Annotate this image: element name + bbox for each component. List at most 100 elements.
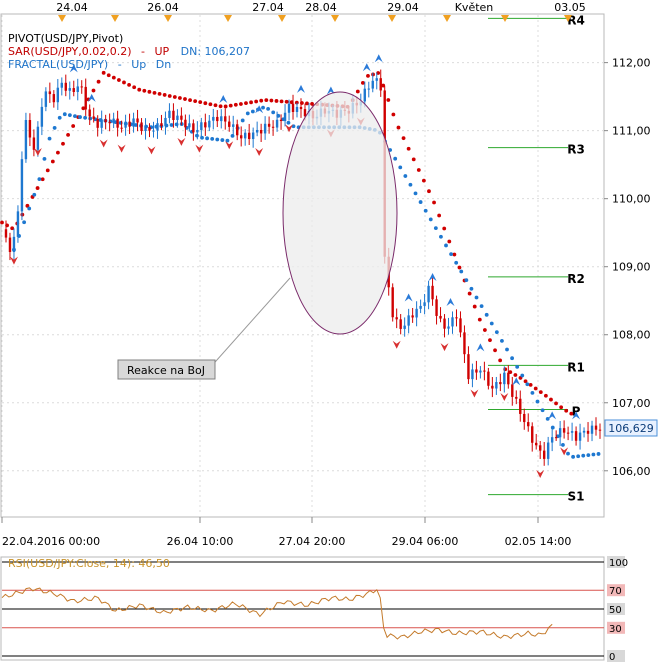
candle-body (168, 110, 171, 118)
candle-body (44, 91, 48, 107)
sar-dot-lower (230, 133, 235, 138)
candle-body (475, 369, 478, 373)
sar-dot-upper (437, 213, 442, 218)
candle-body (267, 123, 271, 127)
candle-body (216, 116, 219, 122)
sar-dot-upper (71, 124, 76, 128)
sar-dot-lower (169, 123, 174, 127)
candle-body (224, 116, 227, 122)
session-marker (224, 15, 232, 22)
candle-body (363, 88, 366, 102)
candle-body (467, 354, 470, 380)
candle-body (367, 88, 370, 90)
current-price-tag: 106,629 (604, 419, 658, 437)
sar-dot-lower (550, 425, 555, 430)
sar-dot-lower (286, 120, 291, 125)
session-marker (164, 15, 172, 22)
candle-body (371, 80, 374, 89)
sar-dot-upper (10, 226, 15, 231)
sar-dot-upper (188, 98, 192, 102)
candle-body (491, 385, 494, 389)
fractal-up-marker (374, 54, 383, 63)
candle-body (487, 371, 490, 386)
y-tick-label: 109,00 (612, 261, 651, 274)
sar-dot-upper (482, 328, 487, 332)
sar-dot-lower (444, 243, 448, 248)
sar-dot-upper (35, 186, 40, 190)
sar-dot-upper (66, 132, 70, 137)
sar-dot-lower (42, 156, 47, 161)
sar-dot-upper (472, 304, 477, 309)
sar-dot-upper (477, 317, 482, 322)
legend-sar-dir: UP (154, 45, 169, 58)
sar-dot-lower (423, 208, 428, 213)
candle-body (287, 103, 291, 113)
sar-dot-upper (0, 220, 4, 225)
sar-dot-upper (386, 98, 391, 102)
sar-dot-lower (591, 452, 596, 457)
sar-dot-lower (47, 136, 52, 141)
current-price-label: 106,629 (608, 422, 654, 435)
sar-dot-lower (37, 177, 42, 182)
candle-body (590, 425, 594, 434)
sar-dot-upper (269, 98, 274, 103)
sar-dot-lower (408, 182, 413, 187)
candle-body (527, 422, 530, 427)
top-date-label: 27.04 (252, 1, 284, 14)
legend-sar-name: SAR(USD/JPY,0.02,0.2) (8, 45, 131, 58)
annotation-text: Reakce na BoJ (127, 364, 205, 377)
candle-body (40, 106, 44, 127)
sar-dot-lower (418, 200, 423, 204)
candle-body (562, 428, 566, 433)
candle-body (112, 118, 115, 124)
candle-body (124, 121, 127, 128)
pivot-levels: R4R3R2R1PS1 (488, 13, 585, 504)
candle-body (519, 398, 522, 414)
candle-body (88, 109, 91, 117)
candle-body (188, 123, 191, 128)
sar-dot-upper (152, 90, 157, 95)
candle-body (566, 432, 570, 434)
sar-dot-upper (381, 83, 386, 88)
candle-body (598, 429, 602, 431)
rsi-tick-label: 70 (609, 586, 622, 597)
sar-dot-lower (525, 382, 530, 387)
rsi-tick-box (607, 584, 625, 597)
sar-dot-upper (45, 168, 50, 173)
sar-dot-lower (489, 321, 494, 326)
candle-body (271, 126, 275, 128)
fractal-down-marker (9, 256, 18, 265)
sar-dot-upper (427, 189, 431, 194)
session-marker (388, 15, 396, 22)
sar-dot-upper (549, 397, 553, 402)
fractal-down-marker (147, 146, 156, 155)
sar-dot-upper (559, 405, 564, 410)
sar-dot-upper (203, 101, 208, 106)
sar-dot-upper (208, 102, 213, 107)
legend-fractal-sep: - (118, 58, 122, 71)
sar-dot-lower (586, 453, 591, 458)
sar-dot-upper (569, 411, 574, 416)
legend-sar: SAR(USD/JPY,0.02,0.2) - UP DN: 106,207 (8, 45, 250, 58)
sar-dot-lower (215, 137, 220, 142)
fractal-down-marker (117, 144, 126, 153)
sar-dot-lower (57, 115, 62, 120)
candle-body (291, 103, 295, 112)
fractal-up-marker (404, 293, 413, 302)
candle-body (399, 319, 402, 329)
session-marker (564, 15, 572, 22)
sar-dot-lower (494, 330, 499, 335)
candle-body (140, 122, 143, 132)
candle-body (594, 425, 598, 430)
sar-dot-lower (403, 174, 408, 178)
sar-dot-upper (274, 99, 279, 103)
candle-body (220, 116, 223, 122)
sar-dot-upper (91, 88, 96, 93)
candle-body (578, 432, 582, 441)
top-date-label: 29.04 (387, 1, 419, 14)
sar-dot-upper (432, 200, 436, 205)
candle-body (247, 132, 251, 140)
candle-body (255, 129, 259, 133)
sar-dot-lower (474, 295, 479, 300)
y-tick-label: 107,00 (612, 397, 651, 410)
